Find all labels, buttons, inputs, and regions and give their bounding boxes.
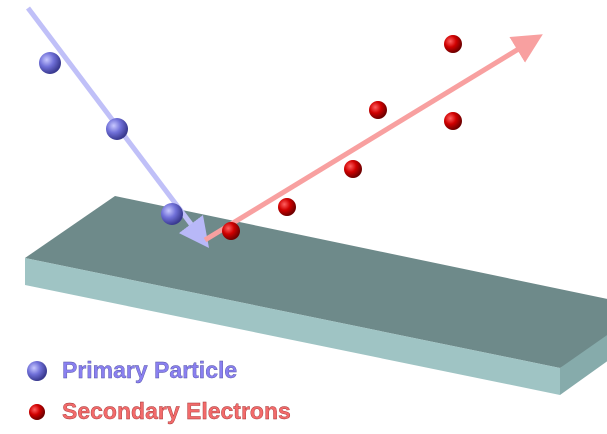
legend-label: Primary Particle: [62, 357, 237, 383]
primary-particles: [39, 52, 183, 225]
secondary-arrow: [203, 34, 543, 243]
legend-icon: [29, 404, 45, 420]
slab: [25, 196, 607, 395]
secondary-electrons: [222, 35, 462, 240]
legend-label: Secondary Electrons: [62, 398, 291, 424]
legend-icon: [27, 361, 47, 381]
